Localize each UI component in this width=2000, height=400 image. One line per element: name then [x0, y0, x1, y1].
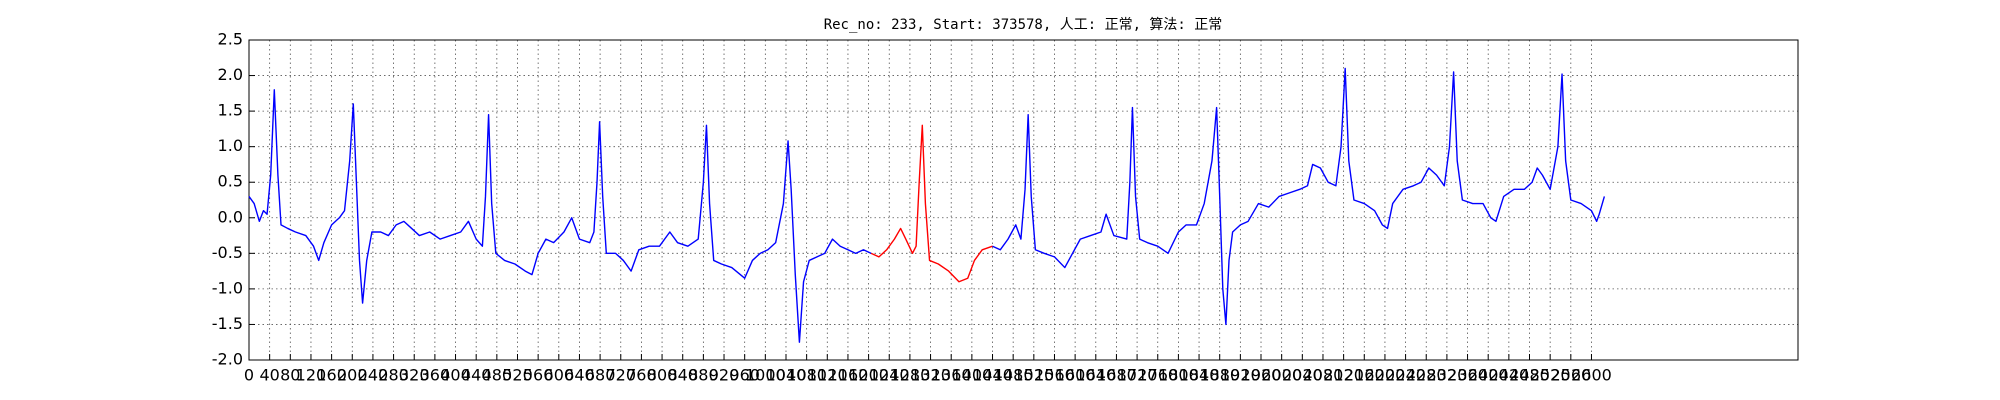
x-tick-label: 2440 [1488, 366, 1529, 385]
x-tick-label: 1000 [745, 366, 786, 385]
x-tick-label: 1600 [1055, 366, 1096, 385]
plot-frame [248, 39, 1799, 361]
y-tick-label: 1.0 [218, 136, 243, 155]
x-tick-label: 1280 [890, 366, 931, 385]
x-tick-label: 2400 [1468, 366, 1509, 385]
x-tick-label: 800 [647, 366, 678, 385]
x-tick-label: 0 [244, 366, 254, 385]
x-tick-label: 2240 [1385, 366, 1426, 385]
x-tick-label: 2560 [1550, 366, 1591, 385]
x-tick-label: 2200 [1365, 366, 1406, 385]
ecg-line [248, 89, 872, 343]
x-tick-label: 1400 [952, 366, 993, 385]
x-tick-label: 880 [688, 366, 719, 385]
x-tick-label: 720 [605, 366, 636, 385]
x-tick-label: 1840 [1179, 366, 1220, 385]
y-tick-label: 0.5 [218, 172, 243, 191]
x-tick-label: 240 [358, 366, 389, 385]
ecg-line [992, 67, 1606, 326]
x-tick-label: 440 [461, 366, 492, 385]
x-tick-label: 2160 [1344, 366, 1385, 385]
x-tick-label: 320 [399, 366, 430, 385]
x-tick-label: 1440 [972, 366, 1013, 385]
x-tick-label: 120 [296, 366, 327, 385]
x-tick-label: 2520 [1530, 366, 1571, 385]
x-tick-label: 2600 [1571, 366, 1612, 385]
x-tick-label: 1760 [1137, 366, 1178, 385]
x-tick-label: 1920 [1220, 366, 1261, 385]
x-tick-label: 1560 [1034, 366, 1075, 385]
x-tick-label: 920 [709, 366, 740, 385]
y-tick-label: -2.0 [212, 350, 243, 369]
x-tick-label: 1680 [1096, 366, 1137, 385]
x-tick-label: 1080 [786, 366, 827, 385]
x-tick-label: 640 [564, 366, 595, 385]
x-tick-label: 1880 [1199, 366, 1240, 385]
x-tick-label: 400 [440, 366, 471, 385]
y-tick-label: 2.5 [218, 30, 243, 49]
y-tick-label: 1.5 [218, 101, 243, 120]
x-tick-label: 1120 [807, 366, 848, 385]
x-tick-label: 1200 [848, 366, 889, 385]
x-tick-label: 480 [482, 366, 513, 385]
x-tick-label: 280 [378, 366, 409, 385]
x-tick-label: 1480 [993, 366, 1034, 385]
x-tick-label: 2360 [1447, 366, 1488, 385]
y-tick-label: -1.5 [212, 314, 243, 333]
x-tick-label: 960 [729, 366, 760, 385]
x-tick-label: 680 [585, 366, 616, 385]
x-tick-label: 40 [259, 366, 279, 385]
y-tick-label: 2.0 [218, 65, 243, 84]
x-tick-label: 360 [420, 366, 451, 385]
x-tick-label: 2080 [1303, 366, 1344, 385]
y-tick-label: -0.5 [212, 243, 243, 262]
ecg-line [870, 124, 993, 283]
x-tick-label: 1520 [1013, 366, 1054, 385]
x-tick-label: 1320 [910, 366, 951, 385]
x-tick-label: 560 [523, 366, 554, 385]
x-tick-label: 2040 [1282, 366, 1323, 385]
x-tick-label: 2320 [1427, 366, 1468, 385]
x-tick-label: 1800 [1158, 366, 1199, 385]
x-tick-label: 840 [667, 366, 698, 385]
x-tick-label: 1360 [931, 366, 972, 385]
x-tick-label: 600 [544, 366, 575, 385]
x-tick-label: 2280 [1406, 366, 1447, 385]
x-tick-label: 1160 [828, 366, 869, 385]
chart-title: Rec_no: 233, Start: 373578, 人工: 正常, 算法: … [824, 17, 1223, 33]
x-tick-label: 1640 [1075, 366, 1116, 385]
x-tick-label: 1720 [1117, 366, 1158, 385]
y-tick-label: -1.0 [212, 278, 243, 297]
y-tick-label: 0.0 [218, 207, 243, 226]
x-tick-label: 200 [337, 366, 368, 385]
x-tick-label: 1040 [766, 366, 807, 385]
x-tick-label: 160 [316, 366, 347, 385]
x-tick-label: 2000 [1261, 366, 1302, 385]
x-tick-label: 760 [626, 366, 657, 385]
x-tick-label: 80 [280, 366, 300, 385]
x-tick-label: 520 [502, 366, 533, 385]
x-tick-label: 2480 [1509, 366, 1550, 385]
x-tick-label: 2120 [1323, 366, 1364, 385]
x-tick-label: 1240 [869, 366, 910, 385]
x-tick-label: 1960 [1241, 366, 1282, 385]
